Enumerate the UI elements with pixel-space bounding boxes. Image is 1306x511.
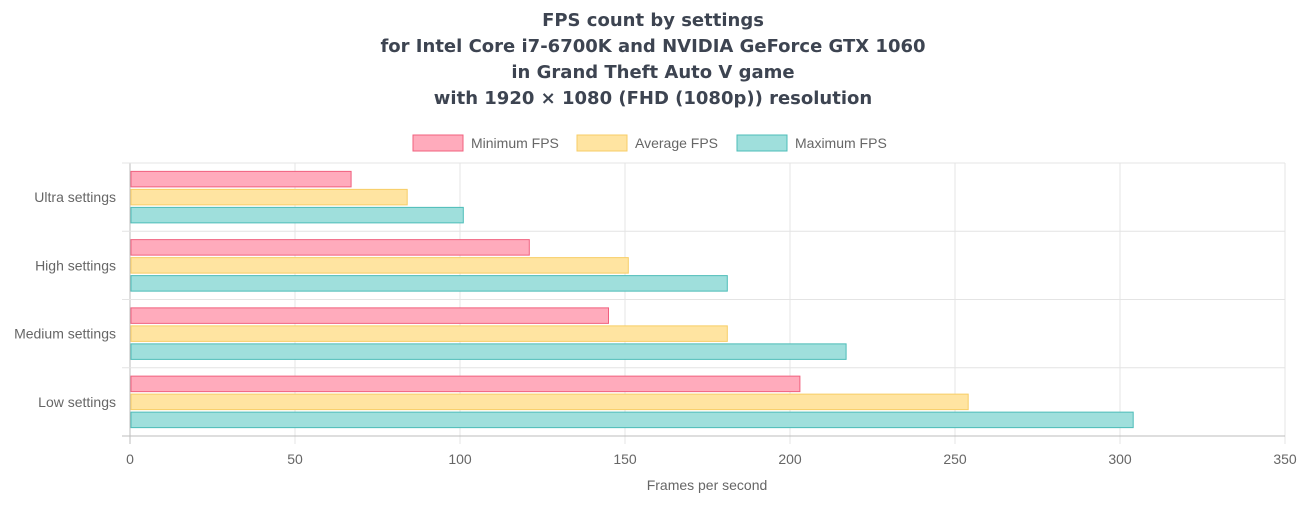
category-label: High settings <box>35 257 116 273</box>
chart-title-line: in Grand Theft Auto V game <box>511 62 794 83</box>
bars <box>130 170 1134 429</box>
legend-label[interactable]: Average FPS <box>635 135 718 151</box>
bar[interactable] <box>130 343 847 360</box>
x-axis-ticks: 0 50 100 150 200 250 300 350 <box>126 451 1297 467</box>
legend-label[interactable]: Maximum FPS <box>795 135 887 151</box>
bar[interactable] <box>130 375 801 393</box>
x-tick-label: 300 <box>1108 451 1132 467</box>
legend-swatch[interactable] <box>412 134 464 152</box>
x-tick-label: 50 <box>287 451 303 467</box>
chart-title-line: with 1920 × 1080 (FHD (1080p)) resolutio… <box>434 88 872 109</box>
x-axis-title: Frames per second <box>647 477 768 493</box>
x-tick-label: 250 <box>943 451 967 467</box>
legend-swatch[interactable] <box>576 134 628 152</box>
bar[interactable] <box>130 325 728 342</box>
category-axis: Ultra settings High settings Medium settin… <box>14 189 116 410</box>
bar[interactable] <box>130 275 728 292</box>
chart-title-line: FPS count by settings <box>542 10 764 31</box>
legend-swatch[interactable] <box>736 134 788 152</box>
bar[interactable] <box>130 393 969 411</box>
bar[interactable] <box>130 170 352 188</box>
category-label: Medium settings <box>14 326 116 342</box>
bar[interactable] <box>130 188 408 206</box>
legend-label[interactable]: Minimum FPS <box>471 135 559 151</box>
legend: Minimum FPS Average FPS Maximum FPS <box>412 134 887 152</box>
category-label: Low settings <box>38 394 116 410</box>
x-tick-label: 0 <box>126 451 134 467</box>
bar[interactable] <box>130 411 1134 429</box>
x-tick-label: 100 <box>448 451 472 467</box>
chart-title: FPS count by settings for Intel Core i7-6… <box>380 10 925 109</box>
chart-title-line: for Intel Core i7-6700K and NVIDIA GeFor… <box>380 36 925 57</box>
bar[interactable] <box>130 206 464 224</box>
x-tick-label: 200 <box>778 451 802 467</box>
bar[interactable] <box>130 307 609 324</box>
grid <box>122 162 1286 444</box>
x-tick-label: 350 <box>1273 451 1297 467</box>
x-tick-label: 150 <box>613 451 637 467</box>
bar[interactable] <box>130 239 530 256</box>
category-label: Ultra settings <box>34 189 116 205</box>
bar[interactable] <box>130 257 629 274</box>
